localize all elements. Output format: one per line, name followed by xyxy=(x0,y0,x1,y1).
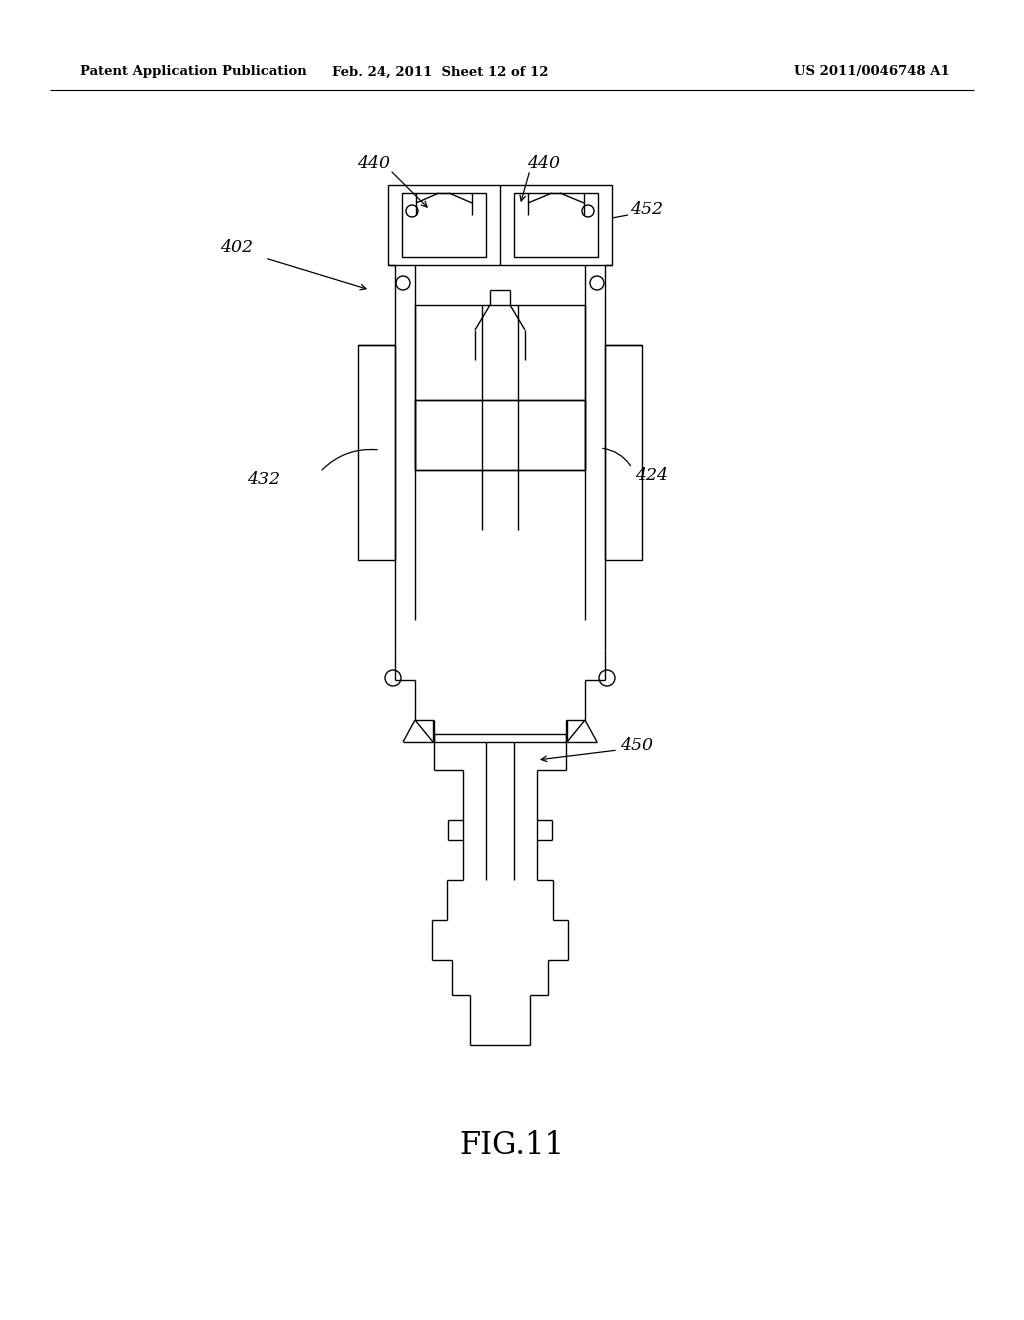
Text: 452: 452 xyxy=(630,202,663,219)
Text: 402: 402 xyxy=(220,239,253,256)
Bar xyxy=(605,345,642,560)
Bar xyxy=(415,400,585,470)
Text: Feb. 24, 2011  Sheet 12 of 12: Feb. 24, 2011 Sheet 12 of 12 xyxy=(332,66,548,78)
Bar xyxy=(402,193,486,257)
Bar xyxy=(358,345,395,560)
Text: 440: 440 xyxy=(357,154,390,172)
Text: FIG.11: FIG.11 xyxy=(460,1130,564,1160)
Text: 450: 450 xyxy=(620,737,653,754)
Text: 432: 432 xyxy=(247,471,280,488)
Text: US 2011/0046748 A1: US 2011/0046748 A1 xyxy=(795,66,950,78)
Text: Patent Application Publication: Patent Application Publication xyxy=(80,66,307,78)
Bar xyxy=(388,185,612,265)
Bar xyxy=(434,734,566,742)
Bar xyxy=(415,305,585,470)
Text: 440: 440 xyxy=(527,154,560,172)
Text: 424: 424 xyxy=(635,466,668,483)
Bar xyxy=(514,193,598,257)
